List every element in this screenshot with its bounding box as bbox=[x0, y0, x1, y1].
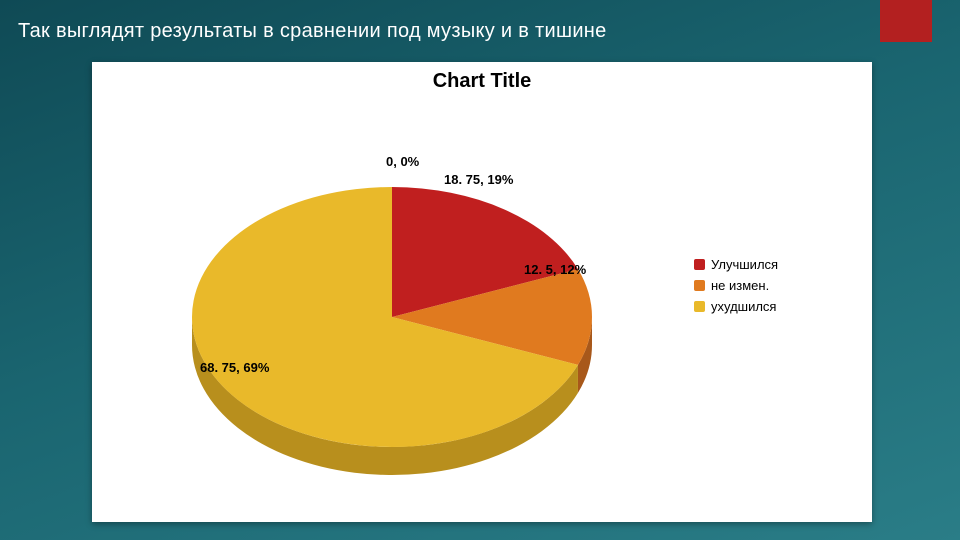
legend-item: ухудшился bbox=[694, 299, 844, 314]
slide-background: Так выглядят результаты в сравнении под … bbox=[0, 0, 960, 540]
slide-heading: Так выглядят результаты в сравнении под … bbox=[18, 20, 607, 43]
pie-chart: 0, 0% 18. 75, 19% 12. 5, 12% 68. 75, 69% bbox=[162, 122, 622, 502]
chart-legend: Улучшился не измен. ухудшился bbox=[694, 257, 844, 320]
legend-label: не измен. bbox=[711, 278, 769, 293]
legend-swatch bbox=[694, 259, 705, 270]
legend-item: Улучшился bbox=[694, 257, 844, 272]
chart-title: Chart Title bbox=[92, 70, 872, 93]
legend-swatch bbox=[694, 301, 705, 312]
legend-label: Улучшился bbox=[711, 257, 778, 272]
pie-label-zero: 0, 0% bbox=[386, 154, 419, 169]
chart-card: Chart Title 0, 0% 18. 75, 19% 12. 5, 12%… bbox=[92, 62, 872, 522]
pie-label-slice2: 68. 75, 69% bbox=[200, 360, 269, 375]
legend-label: ухудшился bbox=[711, 299, 776, 314]
corner-accent bbox=[880, 0, 932, 42]
legend-item: не измен. bbox=[694, 278, 844, 293]
pie-label-slice0: 18. 75, 19% bbox=[444, 172, 513, 187]
pie-label-slice1: 12. 5, 12% bbox=[524, 262, 586, 277]
legend-swatch bbox=[694, 280, 705, 291]
